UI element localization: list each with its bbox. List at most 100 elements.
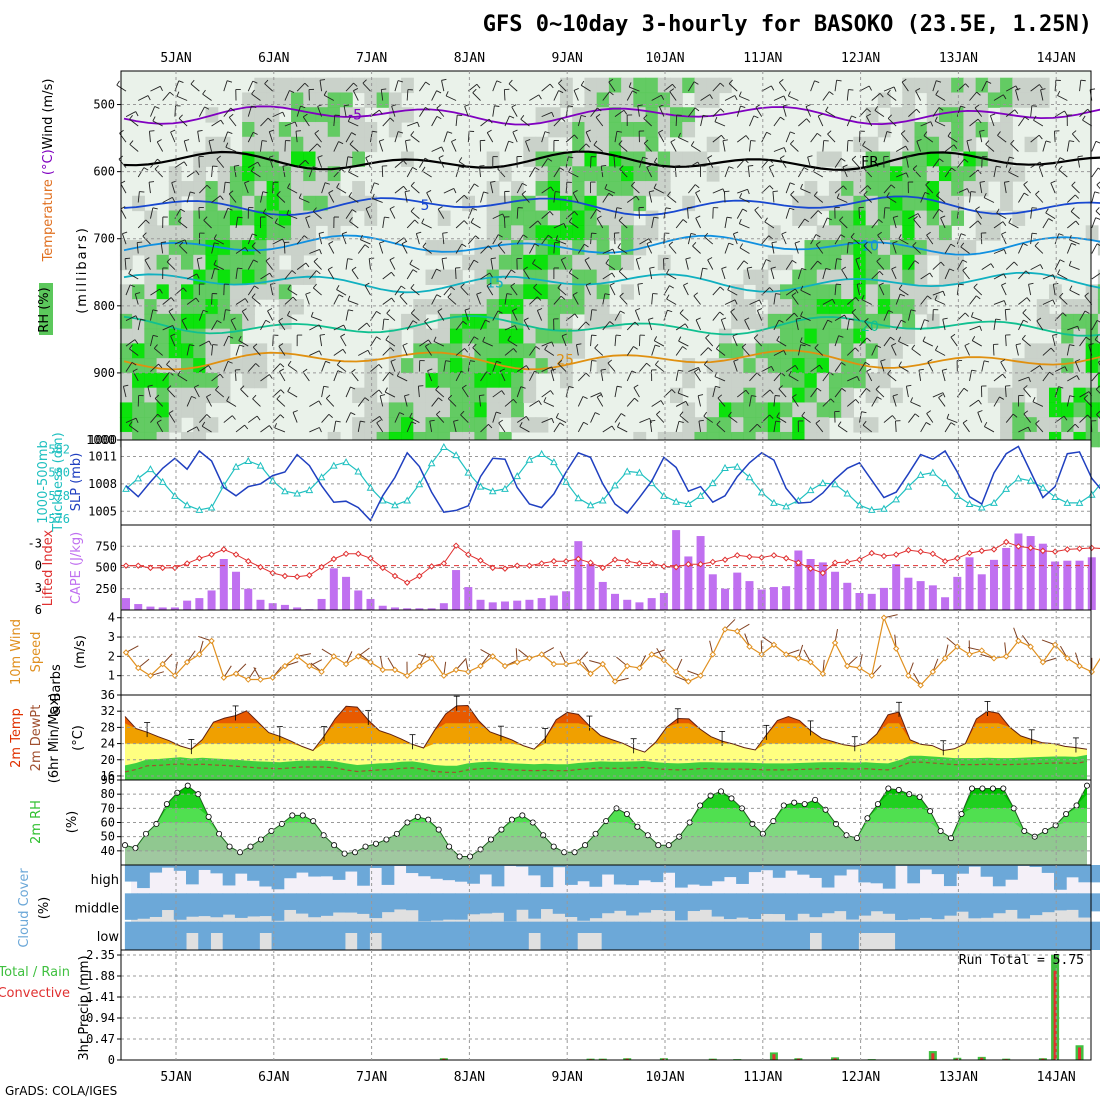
wind-barb bbox=[272, 363, 281, 372]
rh-cell bbox=[119, 240, 133, 256]
wind-barb-flag bbox=[743, 260, 749, 265]
wind-barb-flag bbox=[250, 166, 255, 172]
rh-cell bbox=[1036, 387, 1050, 404]
rh-cell bbox=[963, 166, 977, 182]
rh-cell bbox=[865, 210, 879, 226]
cloud-cell bbox=[1029, 893, 1043, 916]
wind-barb bbox=[394, 412, 400, 423]
wind-barb-flag bbox=[279, 368, 285, 372]
wind-barb bbox=[1082, 119, 1093, 127]
wind-barb bbox=[492, 213, 503, 220]
thickness-point bbox=[916, 470, 925, 478]
wind-barb-flag bbox=[715, 344, 720, 350]
wind-barb bbox=[228, 117, 237, 127]
rh-point bbox=[142, 830, 149, 837]
rh-cell bbox=[462, 299, 476, 315]
wind-barb bbox=[208, 140, 213, 152]
wind-barb-flag bbox=[799, 337, 803, 343]
rh-cell bbox=[914, 240, 928, 256]
wind-barb-flag bbox=[963, 387, 969, 392]
wind-barb-flag bbox=[923, 131, 928, 136]
wind-barb bbox=[272, 335, 274, 347]
precip-tick-label: 2.35 bbox=[86, 948, 115, 962]
wind-barb bbox=[461, 387, 469, 398]
wind-barb bbox=[883, 336, 891, 347]
wind-barb-flag bbox=[563, 223, 567, 229]
wind-barb-flag bbox=[914, 260, 920, 264]
wind-barb bbox=[703, 415, 714, 423]
wind-barb-flag bbox=[653, 157, 658, 163]
wind-barb bbox=[553, 295, 562, 305]
wind-barb bbox=[441, 258, 445, 270]
rh-cell bbox=[535, 299, 549, 315]
wind-barb-flag bbox=[372, 193, 375, 199]
rh-cell bbox=[156, 343, 170, 359]
wind10m-point bbox=[892, 645, 900, 652]
rh-cell bbox=[853, 328, 867, 344]
thickness-point bbox=[1002, 484, 1011, 492]
wind-barb-flag bbox=[646, 362, 651, 367]
wind-barb-flag bbox=[836, 193, 840, 199]
wind-barb bbox=[386, 312, 396, 321]
li-point bbox=[954, 555, 961, 562]
li-point bbox=[281, 572, 289, 580]
wind-barb-flag bbox=[261, 140, 267, 142]
wind-barb-flag bbox=[385, 335, 390, 341]
wind-barb bbox=[895, 294, 901, 305]
wind-barb bbox=[431, 146, 442, 152]
wind-barb-flag bbox=[964, 312, 970, 317]
wind-barb bbox=[960, 246, 970, 254]
wind-barb bbox=[618, 220, 628, 229]
isotherm-label: 25 bbox=[556, 352, 574, 368]
wind-barb-flag bbox=[632, 90, 638, 94]
wind-barb bbox=[431, 397, 439, 407]
wind-barb-flag bbox=[757, 308, 763, 311]
cloud-cell bbox=[1005, 865, 1018, 880]
wind-barb-flag bbox=[960, 242, 965, 248]
wind-barb-flag bbox=[635, 308, 641, 311]
cloud-cell bbox=[956, 865, 969, 874]
cloud-cell bbox=[406, 921, 419, 950]
wind-barb-flag bbox=[269, 425, 273, 430]
wind-barb bbox=[333, 115, 336, 127]
wind-barb bbox=[1045, 212, 1056, 219]
rh-point bbox=[916, 794, 923, 801]
cloud-cell bbox=[564, 865, 578, 885]
bottom-day-labels: 5JAN 6JAN 7JAN 8JAN 9JAN 10JAN 11JAN 12JAN 13JAN… bbox=[160, 1070, 1075, 1085]
rh-cell bbox=[1073, 387, 1087, 404]
wind-barb bbox=[663, 310, 668, 321]
wind-barb bbox=[626, 346, 634, 356]
wind-barb-flag bbox=[925, 181, 930, 186]
cloud-cell bbox=[161, 921, 175, 950]
wind-barb-flag bbox=[800, 285, 804, 291]
wind-barb bbox=[436, 414, 445, 423]
wind-barb-flag bbox=[963, 158, 969, 163]
cape-bar bbox=[329, 568, 338, 610]
wind-barb-flag bbox=[270, 282, 276, 285]
rh-cell bbox=[804, 343, 818, 359]
wind10m-point bbox=[501, 662, 509, 670]
wind-barb-flag bbox=[390, 359, 396, 362]
rh-cell bbox=[792, 402, 806, 418]
cloud-cell bbox=[797, 893, 810, 914]
rh-cell bbox=[914, 121, 928, 138]
wind-barb-flag bbox=[857, 282, 863, 285]
wind-barb-flag bbox=[476, 291, 482, 295]
cloud-cell bbox=[833, 865, 847, 876]
cloud-cell bbox=[381, 893, 395, 913]
rh-cell bbox=[1036, 343, 1050, 359]
wind-barb bbox=[357, 397, 366, 407]
li-point bbox=[257, 563, 264, 571]
wind-barb-flag bbox=[898, 284, 903, 290]
rh-cell bbox=[1073, 313, 1087, 330]
wind-barb bbox=[773, 350, 784, 356]
wind-barb-flag bbox=[457, 114, 463, 117]
rh-cell bbox=[865, 136, 879, 153]
wind-barb-flag bbox=[775, 420, 781, 423]
wind-barb-flag bbox=[759, 299, 762, 305]
rh-cell bbox=[449, 387, 463, 404]
wind-barb bbox=[225, 146, 237, 152]
dewpoint-area bbox=[125, 754, 1087, 780]
wind-barb-flag bbox=[1080, 79, 1086, 82]
thickness-point bbox=[635, 468, 644, 476]
